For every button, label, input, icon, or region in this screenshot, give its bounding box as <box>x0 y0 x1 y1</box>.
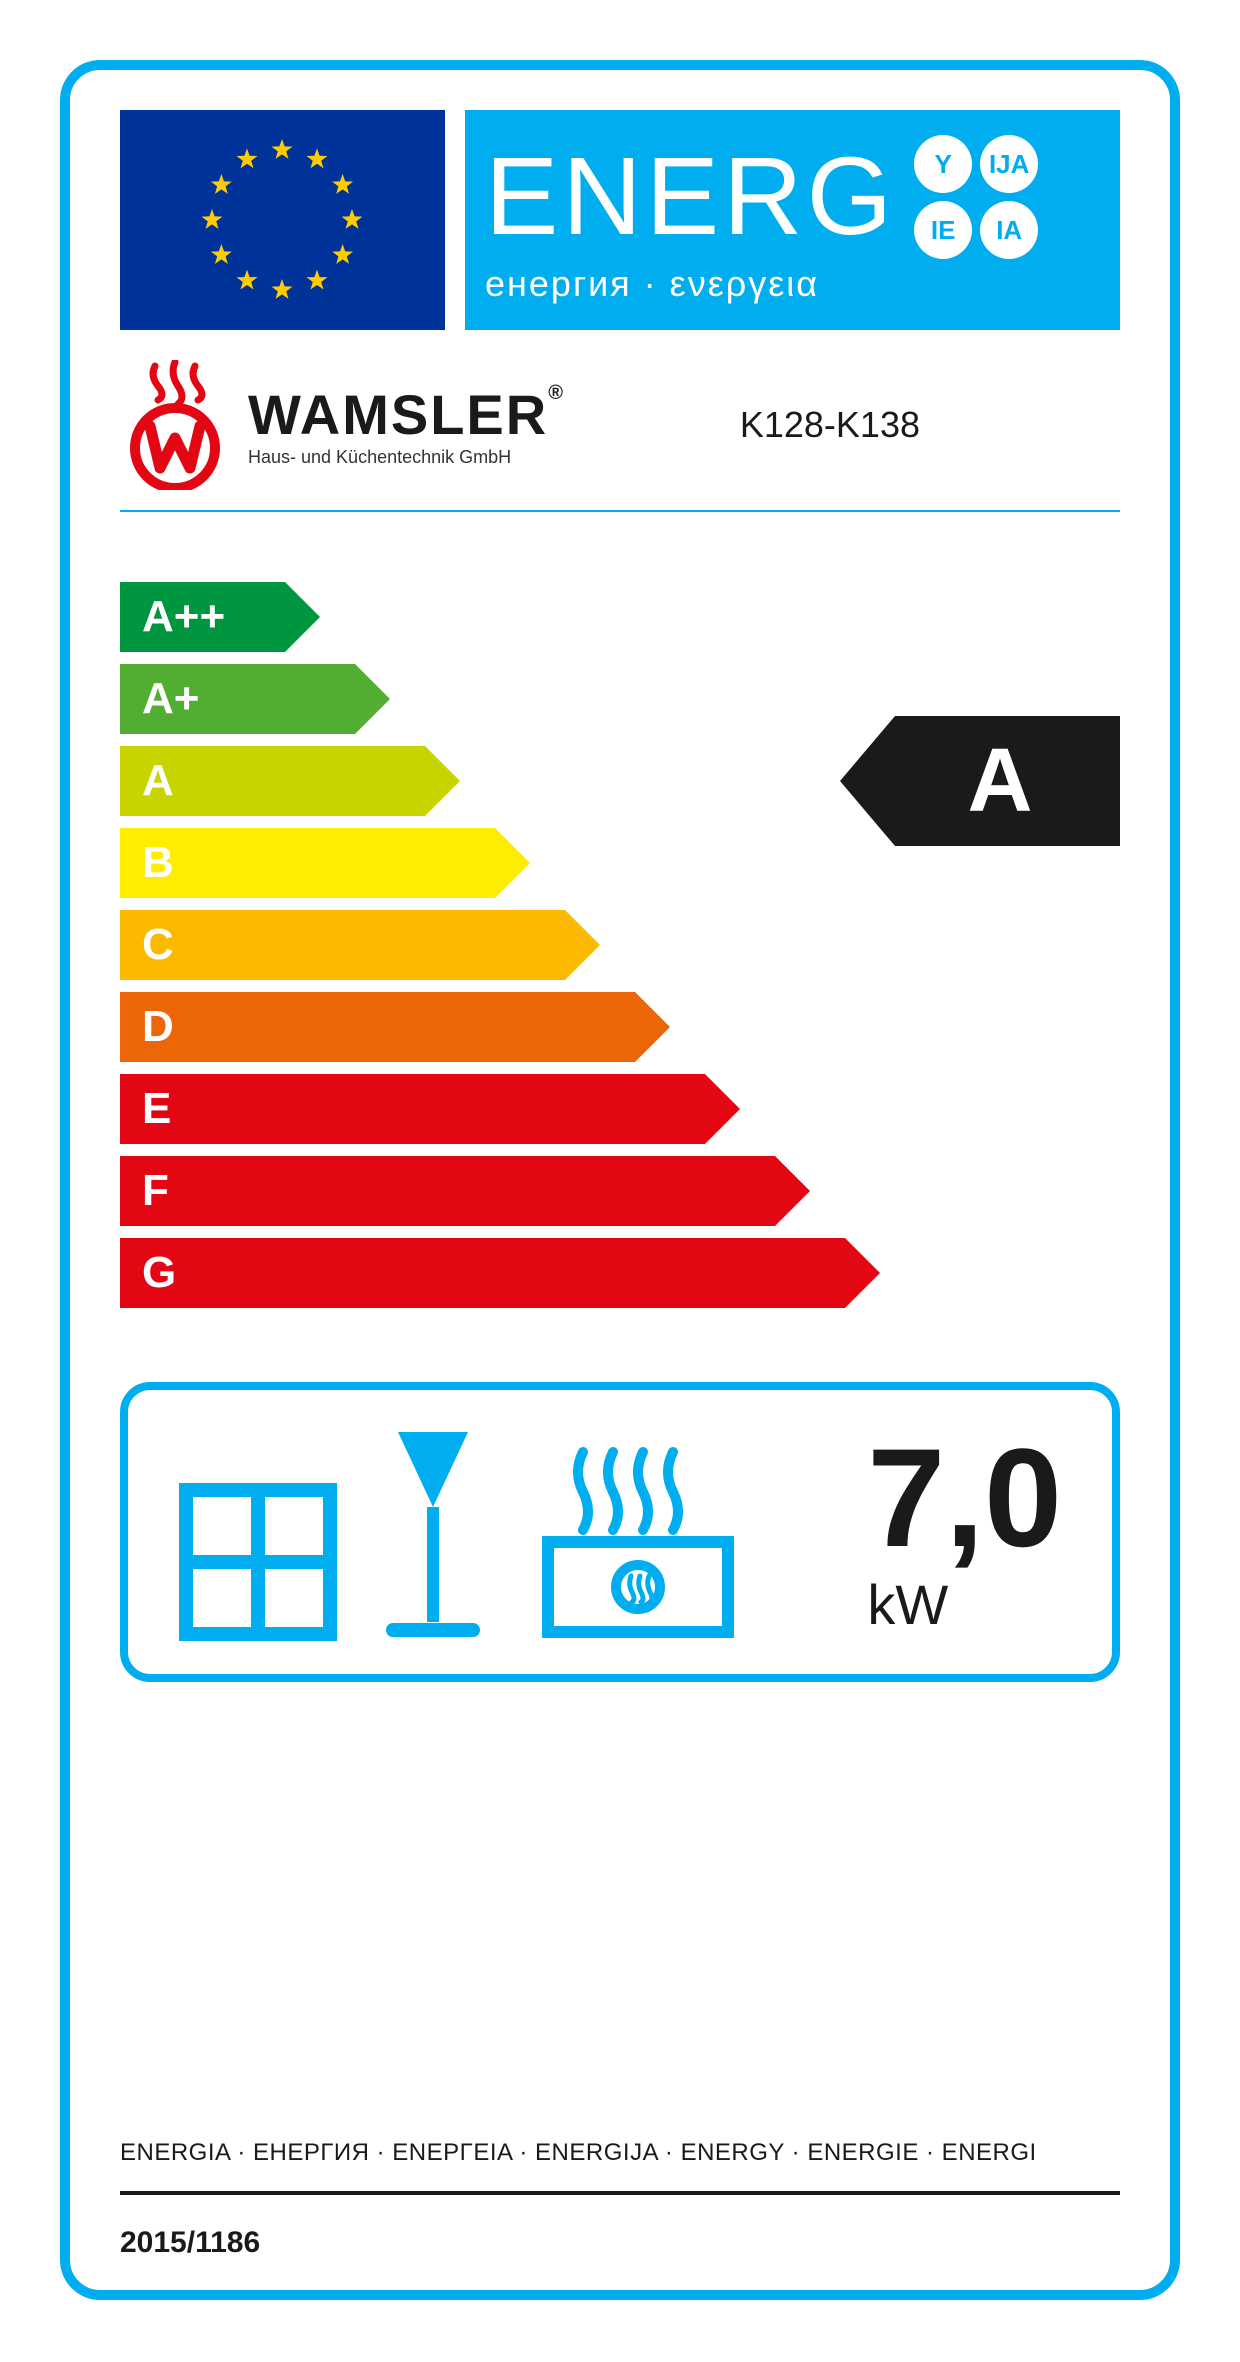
suffix-circle: IJA <box>980 135 1038 193</box>
energy-banner: ENERG Y IJA IE IA енергия · ενεργεια <box>465 110 1120 330</box>
energy-subtitle: енергия · ενεργεια <box>485 263 1100 305</box>
rating-bar: B <box>120 828 870 898</box>
footer-languages: ENERGIA · ЕНЕРГИЯ · ΕΝΕΡΓΕΙΑ · ENERGIJA … <box>120 2139 1120 2195</box>
lamp-icon <box>378 1422 488 1642</box>
energy-label: ENERG Y IJA IE IA енергия · ενεργεια <box>60 60 1180 2300</box>
suffix-circle: Y <box>914 135 972 193</box>
rating-bar: D <box>120 992 870 1062</box>
suffix-circle: IA <box>980 201 1038 259</box>
rating-bar: A+ <box>120 664 870 734</box>
rating-bar: C <box>120 910 870 980</box>
model-id: K128-K138 <box>740 404 920 446</box>
rating-bar: A <box>120 746 870 816</box>
rating-bars: A++ A+ ABCDEFG <box>120 582 870 1320</box>
brand-name: WAMSLER® <box>248 382 565 447</box>
heater-icon <box>528 1442 748 1642</box>
rating-bar: G <box>120 1238 870 1308</box>
brand-logo: WAMSLER® Haus- und Küchentechnik GmbH <box>120 360 565 490</box>
eu-flag-svg <box>120 110 445 330</box>
selected-rating-pointer: A <box>840 716 1120 846</box>
energy-suffix-circles: Y IJA IE IA <box>914 135 1038 259</box>
header-row: ENERG Y IJA IE IA енергия · ενεργεια <box>120 110 1120 330</box>
wamsler-logo-icon <box>120 360 230 490</box>
window-icon <box>178 1482 338 1642</box>
power-readout: 7,0 kW <box>867 1428 1062 1637</box>
brand-tagline: Haus- und Küchentechnik GmbH <box>248 447 565 468</box>
rating-area: A++A+ABCDEFG A <box>120 582 1120 1362</box>
power-icons <box>178 1422 748 1642</box>
energy-word: ENERG <box>485 142 896 252</box>
brand-row: WAMSLER® Haus- und Küchentechnik GmbH K1… <box>120 360 1120 512</box>
eu-flag <box>120 110 445 330</box>
suffix-circle: IE <box>914 201 972 259</box>
rating-bar: E <box>120 1074 870 1144</box>
power-value: 7,0 <box>867 1428 1062 1568</box>
rating-bar: A++ <box>120 582 870 652</box>
regulation-id: 2015/1186 <box>120 2226 260 2260</box>
power-box: 7,0 kW <box>120 1382 1120 1682</box>
power-unit: kW <box>867 1572 1062 1637</box>
selected-rating-label: A <box>840 716 1120 846</box>
rating-bar: F <box>120 1156 870 1226</box>
